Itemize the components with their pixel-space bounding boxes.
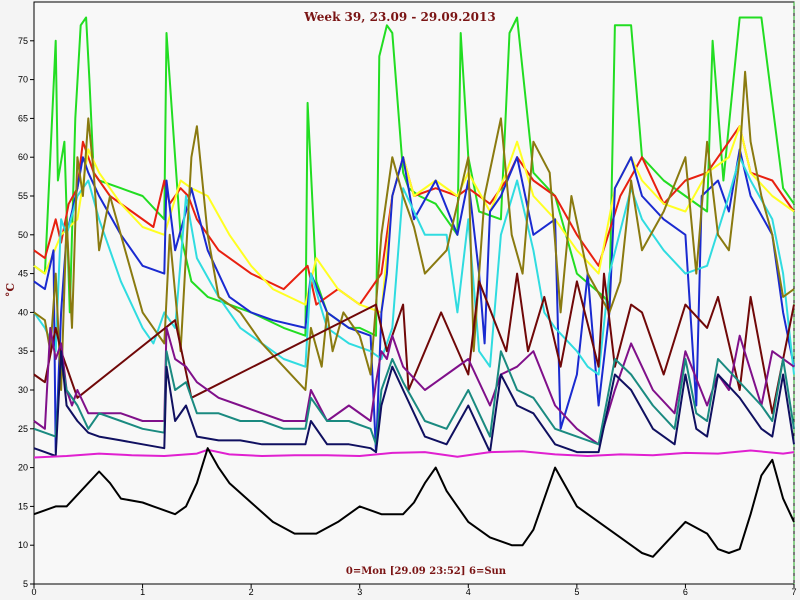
series-line-5 (33, 156, 795, 376)
series-line-9 (33, 350, 795, 446)
x-tick-label: 1 (140, 587, 145, 597)
y-tick-label: 50 (18, 230, 28, 240)
y-axis-ticks: 5 10 15 20 25 30 35 40 45 50 55 60 65 70 75 (18, 36, 34, 589)
x-tick-label: 0 (31, 587, 36, 597)
y-tick-label: 70 (18, 75, 28, 85)
x-tick-label: 2 (249, 587, 254, 597)
series-line-12 (33, 447, 795, 558)
y-tick-label: 5 (23, 579, 28, 589)
x-axis-ticks: 0 1 2 3 4 5 6 7 (31, 584, 797, 597)
x-tick-label: 4 (466, 587, 471, 597)
y-tick-label: 60 (18, 152, 28, 162)
y-tick-label: 30 (18, 385, 28, 395)
series-layer (33, 16, 795, 558)
y-tick-label: 40 (18, 307, 28, 317)
series-line-10 (33, 350, 795, 457)
y-tick-label: 35 (18, 346, 28, 356)
y-axis-label: °C (4, 283, 17, 298)
y-tick-label: 20 (18, 463, 28, 473)
series-line-7 (33, 272, 795, 415)
y-tick-label: 75 (18, 36, 28, 46)
y-tick-label: 15 (18, 501, 28, 511)
series-line-3 (33, 125, 795, 314)
y-tick-label: 25 (18, 424, 28, 434)
x-tick-label: 3 (357, 587, 362, 597)
chart-title: Week 39, 23.09 - 29.09.2013 (303, 10, 495, 24)
x-tick-label: 5 (574, 587, 579, 597)
y-tick-label: 55 (18, 191, 28, 201)
x-axis-label: 0=Mon [29.09 23:52] 6=Sun (346, 566, 507, 577)
x-tick-label: 6 (683, 587, 688, 597)
y-tick-label: 45 (18, 269, 28, 279)
series-line-11 (33, 448, 795, 459)
y-tick-label: 65 (18, 113, 28, 123)
x-tick-label: 7 (791, 587, 796, 597)
plot-area (33, 1, 795, 585)
series-line-8 (33, 326, 795, 446)
y-tick-label: 10 (18, 540, 28, 550)
